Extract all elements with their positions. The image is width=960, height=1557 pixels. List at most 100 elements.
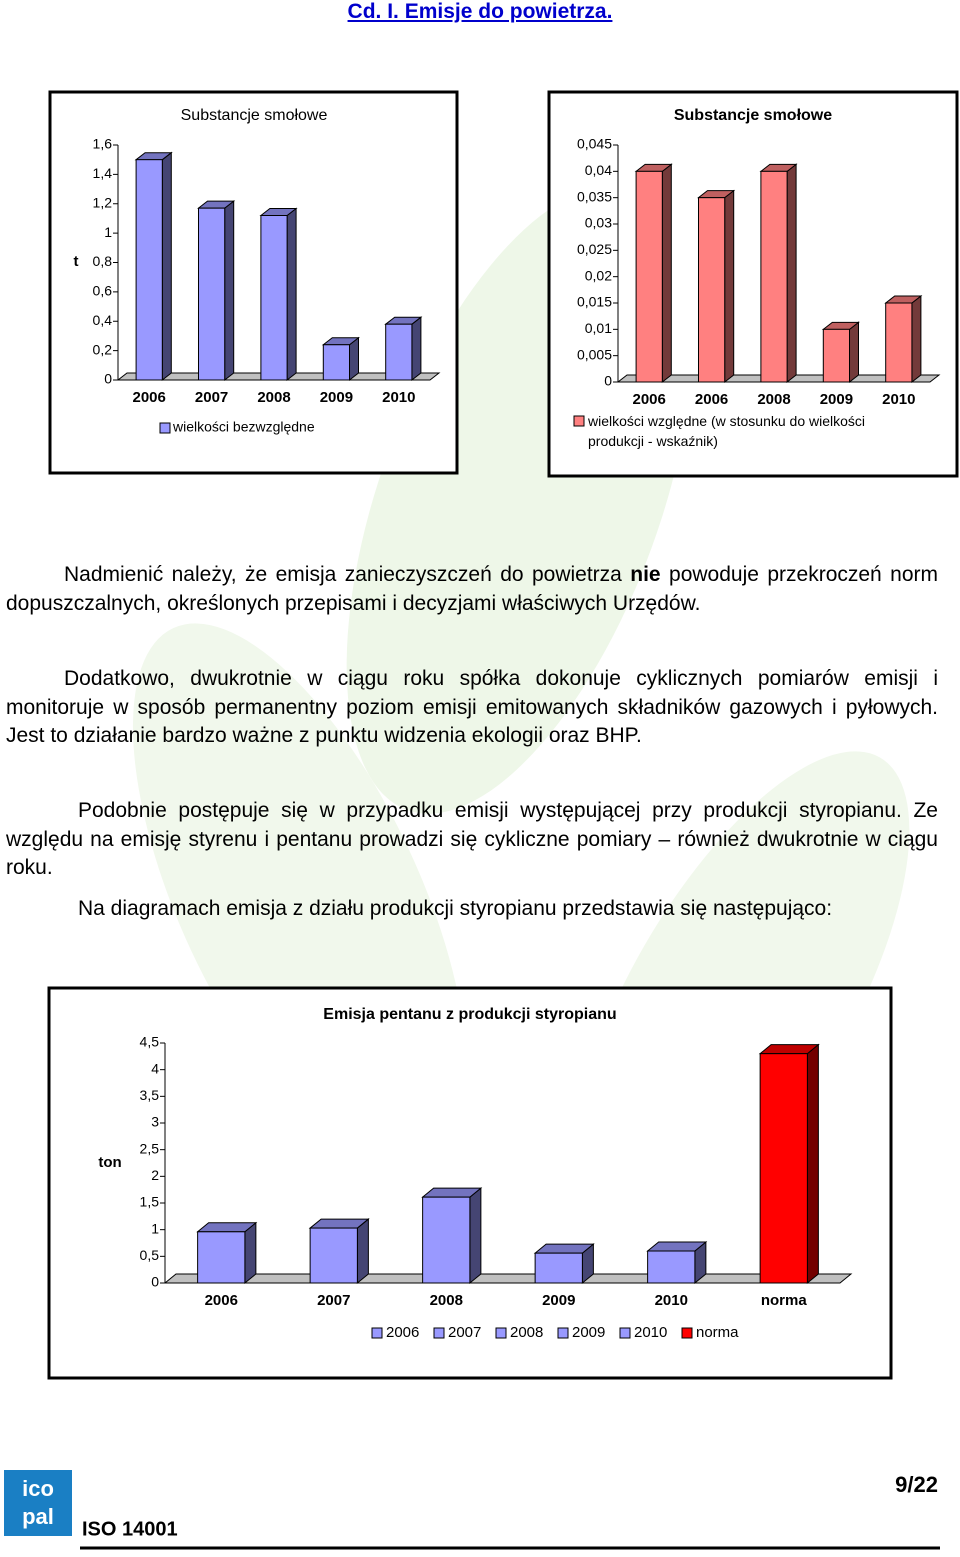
chart-title: Substancje smołowe [181,107,328,124]
y-tick-label: 0,035 [577,188,612,204]
y-tick-label: 1,2 [93,194,113,210]
logo [4,1470,72,1536]
y-tick-label: 0,02 [585,267,612,283]
y-tick-label: 1,5 [140,1194,160,1210]
x-tick-label: 2008 [257,389,290,406]
legend-swatch [681,1327,693,1339]
x-tick-label: 2009 [820,391,853,408]
x-tick-label: 2010 [382,389,415,406]
bar [260,215,288,381]
paragraph: Nadmienić należy, że emisja zanieczyszcz… [6,561,938,618]
legend-label: wielkości bezwzględne [172,419,315,435]
chart-title: Substancje smołowe [674,107,832,124]
logo-mark: ico [22,1476,54,1501]
text: Nadmienić należy, że emisja zanieczyszcz… [64,563,631,586]
legend-label: 2008 [510,1324,543,1341]
y-axis-label: ton [98,1154,121,1171]
y-tick-label: 1,4 [93,165,113,181]
bar [822,328,851,383]
bar-top [196,1222,258,1233]
bar-top [758,1044,820,1055]
floor [163,1273,853,1284]
y-tick-label: 0,6 [93,283,113,299]
bar [135,159,163,381]
footer-standard: ISO 14001 [82,1518,178,1540]
x-tick-label: 2007 [317,1292,350,1309]
bar-side [806,1043,819,1285]
legend-label: 2010 [634,1324,667,1341]
bar [534,1252,583,1284]
bar [885,302,913,383]
bar [309,1227,358,1284]
bar [647,1250,696,1284]
bar-top [533,1243,595,1254]
bar-side [786,163,797,384]
y-tick-label: 0,04 [585,162,612,178]
chart-title: Emisja pentanu z produkcji styropianu [323,1006,616,1023]
y-tick-label: 1,6 [93,136,113,152]
x-tick-label: 2007 [195,389,228,406]
bar-side [224,200,235,382]
bar-top [421,1187,483,1198]
x-tick-label: 2009 [320,389,353,406]
legend-swatch [557,1327,569,1339]
x-tick-label: 2010 [655,1292,688,1309]
y-tick-label: 3 [151,1114,159,1130]
y-tick-label: 0,5 [140,1247,160,1263]
bar-side [244,1221,257,1285]
y-tick-label: 0,2 [93,341,113,357]
legend-swatch [495,1327,507,1339]
bar [197,1231,246,1284]
legend-label: norma [696,1324,739,1341]
x-tick-label: 2008 [430,1292,463,1309]
x-tick-label: 2006 [695,391,728,408]
legend-swatch [573,415,585,427]
legend-label: 2007 [448,1324,481,1341]
bar-side [356,1218,369,1285]
y-tick-label: 0 [604,373,612,389]
bar-top [646,1241,708,1252]
y-tick-label: 2 [151,1167,159,1183]
bar-side [286,207,297,382]
page-number: 9/22 [895,1472,938,1497]
legend-swatch [433,1327,445,1339]
y-tick-label: 0,015 [577,294,612,310]
bar [759,1053,808,1284]
legend-label: 2009 [572,1324,605,1341]
legend-label: 2006 [386,1324,419,1341]
x-tick-label: 2006 [133,389,166,406]
y-axis-label: t [74,253,79,270]
y-tick-label: 3,5 [140,1087,160,1103]
bar [697,197,726,383]
y-tick-label: 2,5 [140,1140,160,1156]
paragraph: Na diagramach emisja z działu produkcji … [78,897,833,920]
bar-side [161,151,172,382]
x-tick-label: 2006 [205,1292,238,1309]
text: powoduje przekroczeń norm dopuszczalnych… [6,563,938,615]
bar [385,323,413,381]
y-tick-label: 0,01 [585,320,612,336]
bar [760,170,788,383]
header-title: Cd. I. Emisje do powietrza. [347,0,613,23]
bar [635,170,663,383]
y-tick-label: 4 [151,1060,159,1076]
y-tick-label: 0,8 [93,253,113,269]
x-tick-label: norma [761,1292,808,1309]
y-tick-label: 0,005 [577,346,612,362]
y-tick-label: 0,4 [93,312,113,328]
y-tick-label: 0,025 [577,241,612,257]
chart-frame [47,986,893,1380]
y-tick-label: 1 [151,1220,159,1236]
chart-frame [547,90,959,478]
bar-side [724,189,735,384]
legend-swatch [371,1327,383,1339]
bar-side [661,163,672,384]
bar-side [469,1187,482,1285]
x-tick-label: 2009 [542,1292,575,1309]
paragraph: Dodatkowo, dwukrotnie w ciągu roku spółk… [6,667,938,747]
bar-side [911,294,922,384]
legend-swatch [159,422,171,434]
y-tick-label: 1 [104,224,112,240]
